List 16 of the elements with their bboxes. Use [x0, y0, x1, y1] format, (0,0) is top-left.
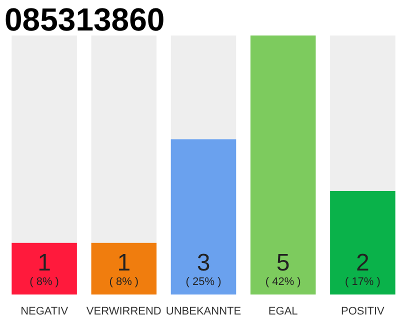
data-label: 1: [117, 250, 131, 277]
annotation: ( 17% ): [344, 276, 380, 288]
data-label: 5: [276, 250, 290, 277]
data-label: 1: [38, 250, 51, 277]
x-tick-label: VERWIRREND: [86, 306, 162, 318]
x-tick-label: EGAL: [268, 306, 298, 318]
x-tick-label: UNBEKANNTE: [166, 306, 242, 318]
data-label: 3: [196, 250, 210, 277]
x-tick-label: POSITIV: [341, 306, 386, 318]
data-label: 2: [356, 250, 370, 277]
x-tick-label: NEGATIV: [20, 306, 69, 318]
annotation: ( 42% ): [265, 276, 301, 288]
annotation: ( 8% ): [109, 276, 139, 288]
chart-title: 085313860: [4, 2, 165, 38]
annotation: ( 8% ): [30, 276, 59, 288]
annotation: ( 25% ): [186, 276, 222, 288]
